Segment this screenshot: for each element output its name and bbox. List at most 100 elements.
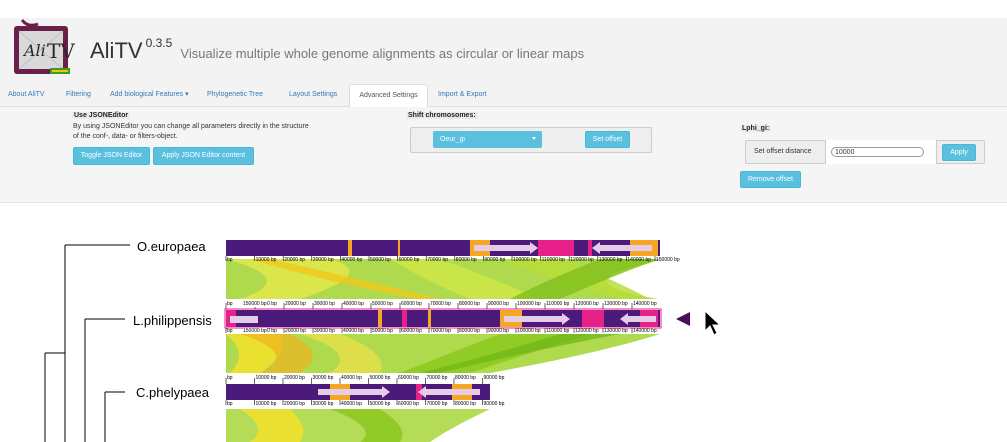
- offset-genome-heading: Lphi_gi:: [740, 125, 772, 132]
- tick-label: 20000 bp: [284, 401, 305, 407]
- tick-label: 30000 bp: [312, 401, 334, 407]
- mouse-cursor-icon: [704, 309, 722, 336]
- tick-label: 90000 bp: [483, 401, 505, 407]
- tick-label: 130000 bp: [598, 257, 623, 263]
- tick-label: 100000 bp: [517, 301, 541, 307]
- app-version: 0.3.5: [145, 36, 173, 50]
- tick-label: 80000 bp: [459, 301, 480, 307]
- set-offset-button[interactable]: Set offset: [585, 131, 630, 148]
- tab-add-biological-features[interactable]: Add biological Features ▾: [110, 91, 189, 98]
- chromosome-l-philippensis[interactable]: [224, 308, 662, 329]
- json-editor-heading: Use JSONEditor: [72, 112, 131, 119]
- json-editor-description-1: By using JSONEditor you can change all p…: [73, 123, 309, 130]
- alignment-links-bottom: [226, 334, 660, 442]
- tick-label: 10000 bp: [255, 375, 277, 381]
- tab-import-export[interactable]: Import & Export: [438, 91, 487, 98]
- tick-label: 50000 bp: [369, 375, 391, 381]
- chromosome-c-phelypaea[interactable]: [226, 384, 490, 400]
- genome-label-o-europaea: O.europaea: [137, 239, 206, 254]
- tick-label: 80000 bp: [455, 257, 477, 263]
- main-tabs: About AliTV Filtering Add biological Fea…: [0, 84, 1007, 108]
- genome-map-canvas: [44, 240, 722, 442]
- tick-label: 20000 bp: [285, 301, 306, 307]
- tab-layout-settings[interactable]: Layout Settings: [289, 91, 338, 98]
- tick-label: 60000 bp: [398, 401, 419, 407]
- chromosome-select-value: Oeur_gi: [440, 136, 465, 143]
- tick-label: 120000 bp: [575, 328, 599, 334]
- chromosome-o-europaea[interactable]: [226, 240, 660, 256]
- tick-label: bp: [227, 328, 233, 334]
- tick-label: 50000 bp: [369, 401, 391, 407]
- phylogenetic-tree: [44, 244, 130, 442]
- tab-advanced-settings[interactable]: Advanced Settings: [349, 84, 428, 108]
- tick-label-offset: 150000 bp: [243, 301, 267, 307]
- advanced-settings-panel: Use JSONEditor By using JSONEditor you c…: [0, 107, 1007, 203]
- alitv-logo: Ali TV: [14, 19, 75, 74]
- tick-label: 30000 bp: [312, 375, 334, 381]
- tick-label: 30000 bp: [314, 301, 335, 307]
- tick-label: 40000 bp: [341, 375, 362, 381]
- genome-label-l-philippensis: L.philippensis: [133, 313, 212, 328]
- tick-label: 130000 bp: [604, 301, 628, 307]
- linear-genome-map: bp 10000 bp 20000 bp 30000 bp 40000 bp 50000 …: [0, 203, 1007, 442]
- tick-label: 100000 bp: [517, 328, 541, 334]
- tick-label: bp: [227, 301, 233, 307]
- tick-label: 30000 bp: [314, 328, 335, 334]
- shift-chromosomes-heading: Shift chromosomes:: [406, 112, 478, 119]
- tick-label: 120000 bp: [570, 257, 594, 263]
- tick-label: 110000 bp: [546, 328, 570, 334]
- chevron-down-icon: [532, 137, 536, 140]
- svg-text:TV: TV: [47, 39, 75, 63]
- tick-label: 60000 bp: [401, 328, 422, 334]
- tick-label: 140000 bp: [627, 257, 652, 263]
- tick-label: 70000 bp: [426, 375, 448, 381]
- tick-label: 40000 bp: [341, 401, 362, 407]
- offset-distance-label: Set offset distance: [754, 148, 812, 155]
- tick-label: 70000 bp: [427, 257, 449, 263]
- tick-label: 10000 bp: [255, 401, 277, 407]
- app-title: AliTV 0.3.5 Visualize multiple whole geno…: [90, 36, 585, 64]
- tick-label: 60000 bp: [401, 301, 422, 307]
- offset-marker-icon: [676, 312, 690, 326]
- tick-label: 10000 bp: [255, 257, 277, 263]
- tick-label: 20000 bp: [284, 375, 305, 381]
- tick-label: 90000 bp: [484, 257, 506, 263]
- tick-label: 110000 bp: [546, 301, 570, 307]
- tick-lines: [225, 256, 656, 405]
- tick-label: 140000 bp: [633, 328, 657, 334]
- tick-label: 40000 bp: [341, 257, 363, 263]
- tick-label: bp: [227, 257, 233, 263]
- remove-offset-button[interactable]: Remove offset: [740, 171, 801, 188]
- tab-about[interactable]: About AliTV: [8, 91, 45, 98]
- tick-label: 90000 bp: [488, 301, 509, 307]
- tick-label: 80000 bp: [459, 328, 480, 334]
- apply-json-editor-button[interactable]: Apply JSON Editor content: [153, 147, 254, 165]
- tick-label: 90000 bp: [488, 328, 509, 334]
- tick-label: 50000 bp: [372, 328, 393, 334]
- offset-distance-input[interactable]: 10000: [831, 147, 924, 157]
- toggle-json-editor-button[interactable]: Toggle JSON Editor: [73, 147, 150, 165]
- apply-offset-button[interactable]: Apply: [942, 144, 976, 161]
- tick-label: bp: [227, 401, 233, 407]
- tick-label: 60000 bp: [398, 257, 420, 263]
- tick-label: 70000 bp: [430, 301, 451, 307]
- tick-label: 80000 bp: [455, 375, 476, 381]
- tick-label: 70000 bp: [430, 328, 451, 334]
- tick-label: 90000 bp: [483, 375, 505, 381]
- chromosome-select[interactable]: Oeur_gi: [433, 131, 542, 148]
- tab-phylogenetic-tree[interactable]: Phylogenetic Tree: [207, 91, 264, 98]
- tick-label: 150000 bp: [656, 257, 680, 263]
- tick-label: 140000 bp: [633, 301, 657, 307]
- tick-label: 30000 bp: [312, 257, 334, 263]
- tick-label-offset: 150000 bp: [243, 328, 267, 334]
- tick-label: bp: [227, 375, 233, 381]
- tick-label: 20000 bp: [284, 257, 306, 263]
- svg-text:Ali: Ali: [22, 41, 46, 60]
- app-tagline: Visualize multiple whole genome alignmen…: [180, 46, 585, 61]
- tick-label: 40000 bp: [343, 301, 364, 307]
- json-editor-description-2: of the conf-, data- or filters-object.: [73, 133, 178, 140]
- alignment-links-top: [226, 259, 660, 299]
- tick-label: 110000 bp: [541, 257, 565, 263]
- tick-label: 70000 bp: [426, 401, 448, 407]
- tab-filtering[interactable]: Filtering: [66, 91, 91, 98]
